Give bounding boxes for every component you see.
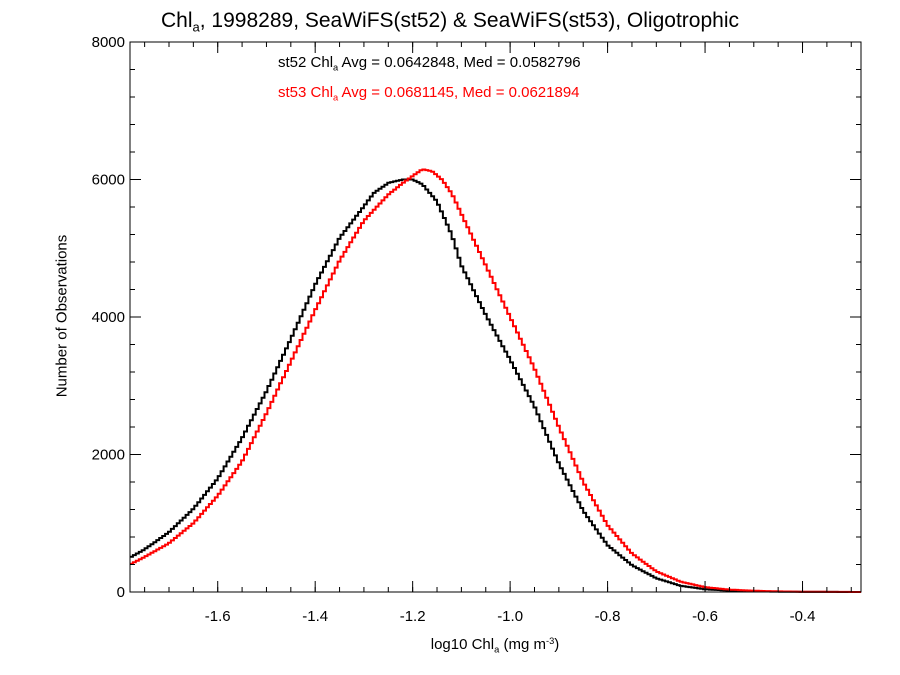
x-axis-label-subscript: a (494, 644, 500, 655)
x-tick-label: -1.0 (497, 608, 523, 625)
y-tick-label: 6000 (92, 172, 125, 189)
st52-stats-subscript: a (333, 62, 339, 73)
y-tick-label: 4000 (92, 309, 125, 326)
y-axis-label: Number of Observations (53, 234, 71, 398)
tick-layer (130, 41, 861, 593)
x-axis-label-unit-start: (mg m (499, 636, 546, 653)
y-tick-label: 2000 (92, 447, 125, 464)
x-axis-label-superscript: -3 (545, 635, 555, 646)
x-tick-label: -0.6 (692, 608, 718, 625)
title-prefix: Chl (161, 9, 193, 32)
x-axis-label-unit-end: ) (554, 636, 560, 653)
x-axis-label-prefix: log10 Chl (430, 636, 495, 653)
x-axis-label: log10 Chla (mg m-3) (0, 635, 900, 655)
st53-stats-text: Avg = 0.0681145, Med = 0.0621894 (338, 84, 580, 101)
st53-stats-annotation: st53 Chla Avg = 0.0681145, Med = 0.06218… (278, 84, 580, 103)
series-layer (130, 168, 861, 593)
y-tick-label: 0 (117, 584, 125, 601)
x-tick-label: -0.4 (790, 608, 816, 625)
tick-label-layer: -1.6 -1.4 -1.2 -1.0 -0.8 -0.6 -0.4 0 2000 4000 600… (92, 34, 816, 625)
x-tick-label: -1.4 (302, 608, 328, 625)
series-line-1 (130, 178, 861, 593)
chart-title: Chla, 1998289, SeaWiFS(st52) & SeaWiFS(s… (0, 9, 900, 35)
title-prefix-subscript: a (192, 19, 200, 35)
title-rest: , 1998289, SeaWiFS(st52) & SeaWiFS(st53)… (199, 9, 739, 32)
x-tick-label: -0.8 (595, 608, 621, 625)
series-line-2 (130, 168, 861, 593)
st53-stats-prefix: st53 Chl (278, 84, 334, 101)
st53-stats-subscript: a (333, 92, 339, 103)
st52-stats-text: Avg = 0.0642848, Med = 0.0582796 (338, 54, 581, 71)
x-tick-label: -1.6 (205, 608, 231, 625)
y-tick-label: 8000 (92, 34, 125, 51)
x-tick-label: -1.2 (400, 608, 426, 625)
st52-stats-prefix: st52 Chl (278, 54, 334, 71)
st52-stats-annotation: st52 Chla Avg = 0.0642848, Med = 0.05827… (278, 54, 581, 73)
plot-frame (129, 41, 862, 593)
